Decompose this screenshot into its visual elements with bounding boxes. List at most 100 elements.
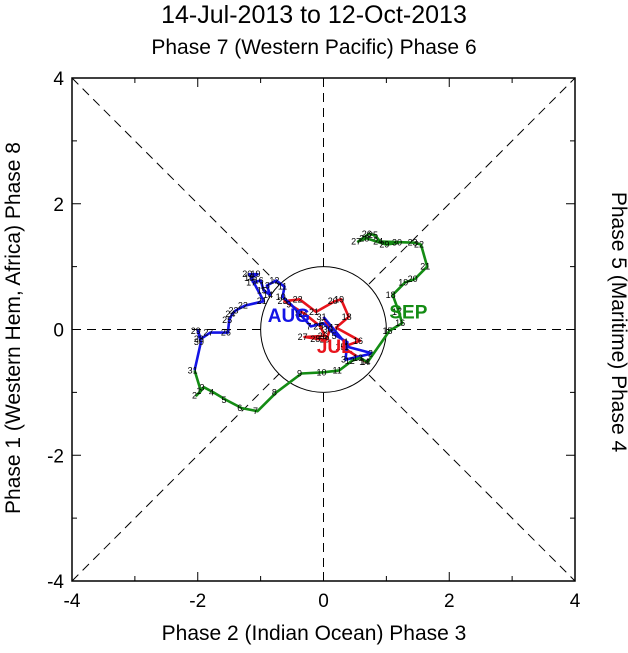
day-label: 24 <box>373 236 383 246</box>
day-label: 10 <box>316 367 326 377</box>
month-label-jul: JUL <box>317 337 353 358</box>
day-label: 18 <box>386 290 396 300</box>
day-label: 9 <box>286 299 291 309</box>
dashed-diagonal <box>71 77 576 582</box>
day-label: 27 <box>203 328 213 338</box>
series-line-sep <box>193 232 429 413</box>
day-label: 3 <box>200 382 205 392</box>
y-tick-label: -2 <box>47 446 64 467</box>
month-label-aug: AUG <box>268 306 310 327</box>
day-label: 16 <box>353 336 363 346</box>
day-label: 23 <box>228 306 238 316</box>
day-label: 20 <box>328 296 338 306</box>
day-label: 23 <box>278 296 288 306</box>
day-label: 15 <box>257 286 267 296</box>
top-phase-label: Phase 7 (Western Pacific) Phase 6 <box>151 36 477 59</box>
day-label: 16 <box>254 275 264 285</box>
day-label: 31 <box>188 365 198 375</box>
day-label: 20 <box>408 274 418 284</box>
day-label: 17 <box>246 277 256 287</box>
x-tick-label: 0 <box>318 591 329 612</box>
day-label: 2 <box>192 391 197 401</box>
day-label: 21 <box>420 262 430 272</box>
day-label: 27 <box>298 332 308 342</box>
day-label: 12 <box>269 275 279 285</box>
day-label: 12 <box>345 356 355 366</box>
day-label: 18 <box>342 312 352 322</box>
y-tick-label: 0 <box>53 321 64 342</box>
day-label: 25 <box>368 230 378 240</box>
day-label: 8 <box>272 387 277 397</box>
day-label: 10 <box>276 292 286 302</box>
x-tick-label: -2 <box>189 591 206 612</box>
day-label: 4 <box>343 337 348 347</box>
day-label: 30 <box>194 337 204 347</box>
day-label: 29 <box>320 335 330 345</box>
day-label: 28 <box>194 334 204 344</box>
day-label: 26 <box>318 331 328 341</box>
day-label: 30 <box>392 238 402 248</box>
day-label: 26 <box>362 229 372 239</box>
day-label: 29 <box>191 326 201 336</box>
day-label: 29 <box>379 240 389 250</box>
series-line-jul <box>283 298 367 364</box>
day-label: 23 <box>408 238 418 248</box>
day-label: 1 <box>344 342 349 352</box>
day-label: 28 <box>310 334 320 344</box>
bottom-phase-label: Phase 2 (Indian Ocean) Phase 3 <box>161 622 467 645</box>
dashed-diagonal <box>71 77 576 582</box>
day-label: 15 <box>383 326 393 336</box>
day-label: 1 <box>196 386 201 396</box>
y-tick-label: -4 <box>47 572 64 593</box>
day-label: 17 <box>329 323 339 333</box>
day-label: 24 <box>298 309 308 319</box>
day-label: 3 <box>341 355 346 365</box>
day-label: 11 <box>278 282 287 292</box>
day-label: 26 <box>221 328 231 338</box>
day-label: 13 <box>353 353 363 363</box>
day-label: 5 <box>222 395 227 405</box>
day-label: 19 <box>398 277 408 287</box>
day-label: 21 <box>257 296 267 306</box>
day-label: 15 <box>335 342 345 352</box>
day-label: 16 <box>395 318 405 328</box>
day-label: 7 <box>253 406 258 416</box>
y-tick-label: 2 <box>53 195 64 216</box>
day-label: 31 <box>316 312 326 322</box>
series-lines <box>193 232 429 413</box>
day-label: 25 <box>222 315 232 325</box>
x-tick-label: 4 <box>570 591 581 612</box>
day-label: 14 <box>263 290 273 300</box>
day-label: 22 <box>414 240 424 250</box>
day-label: 8 <box>295 309 300 319</box>
day-label: 18 <box>244 273 254 283</box>
day-label: 4 <box>209 387 214 397</box>
series-line-aug <box>193 272 374 371</box>
day-label: 7 <box>306 321 311 331</box>
day-label: 6 <box>319 318 324 328</box>
day-label: 22 <box>238 301 248 311</box>
day-label: 30 <box>323 325 333 335</box>
day-label: 14 <box>361 357 371 367</box>
y-tick-label: 4 <box>53 69 64 90</box>
day-label: 27 <box>351 236 361 246</box>
day-label: 19 <box>334 294 344 304</box>
day-label: 17 <box>392 307 402 317</box>
day-label: 19 <box>250 269 260 279</box>
day-label: 13 <box>260 280 270 290</box>
day-label: 6 <box>237 403 242 413</box>
day-label: 20 <box>242 269 252 279</box>
day-label: 5 <box>332 331 337 341</box>
day-label: 14 <box>359 357 369 367</box>
day-label: 22 <box>293 294 303 304</box>
day-label: 9 <box>297 369 302 379</box>
x-tick-label: 2 <box>444 591 455 612</box>
day-label: 21 <box>309 307 319 317</box>
day-label: 11 <box>333 365 342 375</box>
chart-title: 14-Jul-2013 to 12-Oct-2013 <box>161 1 467 29</box>
month-label-sep: SEP <box>389 303 427 324</box>
x-tick-label: -4 <box>64 591 81 612</box>
